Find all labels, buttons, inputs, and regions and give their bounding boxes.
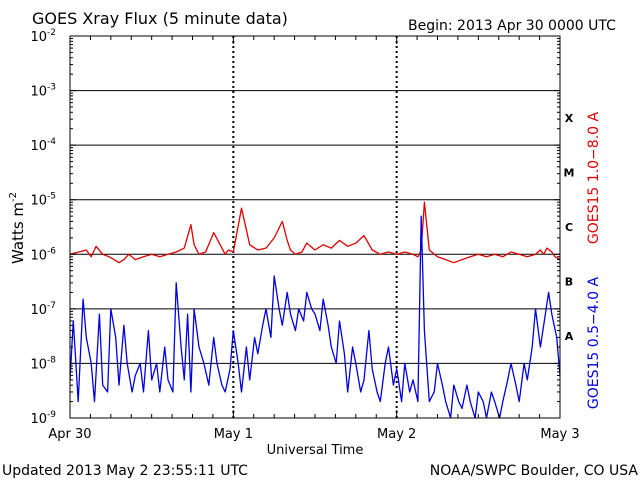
series-label-short: GOES15 0.5−4.0 A — [586, 277, 602, 410]
series-layer — [69, 201, 561, 419]
flare-class-label: X — [565, 112, 574, 125]
series-label-long: GOES15 1.0−8.0 A — [586, 112, 602, 245]
series-line-long — [69, 201, 561, 264]
series-line-short — [69, 215, 561, 419]
y-tick-label: 10-8 — [30, 355, 56, 372]
begin-label: Begin: 2013 Apr 30 0000 UTC — [408, 18, 616, 34]
y-axis-label-exp: -2 — [8, 192, 19, 202]
x-tick-label: May 2 — [377, 427, 416, 442]
y-tick-label: 10-3 — [30, 83, 56, 100]
y-tick-label: 10-5 — [30, 192, 56, 209]
x-axis-ticks: Apr 30 May 1 May 2 May 3 — [48, 36, 580, 442]
x-tick-label: May 3 — [540, 427, 579, 442]
y-axis-ticks: 10-9 10-8 10-7 10-6 10-5 10-4 10-3 10-2 — [30, 28, 560, 427]
flare-class-labels: X M C B A — [564, 112, 575, 343]
x-axis-label: Universal Time — [267, 443, 364, 458]
flare-class-label: C — [565, 221, 573, 234]
y-axis-label-word: Watts m — [9, 202, 27, 264]
y-tick-label: 10-4 — [30, 137, 56, 154]
y-tick-label: 10-7 — [30, 301, 56, 318]
grid-lines — [70, 36, 560, 418]
x-tick-label: May 1 — [214, 427, 253, 442]
y-tick-label: 10-9 — [30, 410, 56, 427]
flare-class-label: A — [565, 330, 574, 343]
footer-source: NOAA/SWPC Boulder, CO USA — [430, 463, 639, 479]
svg-text:Watts m-2: Watts m-2 — [8, 192, 27, 264]
footer-updated: Updated 2013 May 2 23:55:11 UTC — [2, 463, 248, 479]
y-axis-label: Watts m-2 — [8, 192, 27, 264]
y-tick-label: 10-6 — [30, 246, 56, 263]
y-tick-label: 10-2 — [30, 28, 56, 45]
plot-frame — [69, 35, 561, 419]
x-tick-label: Apr 30 — [48, 427, 91, 442]
flare-class-label: B — [565, 276, 573, 289]
flare-class-label: M — [564, 166, 575, 179]
chart-title: GOES Xray Flux (5 minute data) — [32, 9, 288, 28]
